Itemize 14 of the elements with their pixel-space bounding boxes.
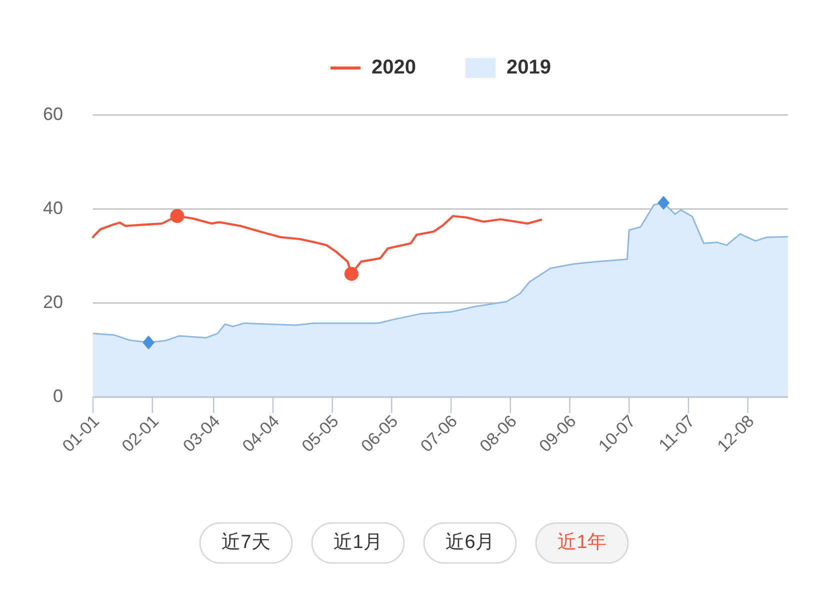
- y-tick-label: 0: [52, 386, 63, 406]
- point: [658, 196, 670, 210]
- y-tick-label: 20: [42, 292, 63, 312]
- point: [170, 209, 184, 224]
- point: [142, 335, 155, 350]
- text: 近1年: [558, 532, 606, 554]
- legend-label: 2020: [372, 56, 416, 78]
- y-tick-label: 40: [42, 198, 63, 218]
- text: 近6月: [446, 532, 494, 554]
- y-tick-label: 60: [42, 104, 63, 124]
- legend-label: 2019: [506, 56, 551, 78]
- point: [344, 266, 358, 281]
- text: 近7天: [222, 532, 270, 554]
- text: 近1月: [334, 532, 382, 554]
